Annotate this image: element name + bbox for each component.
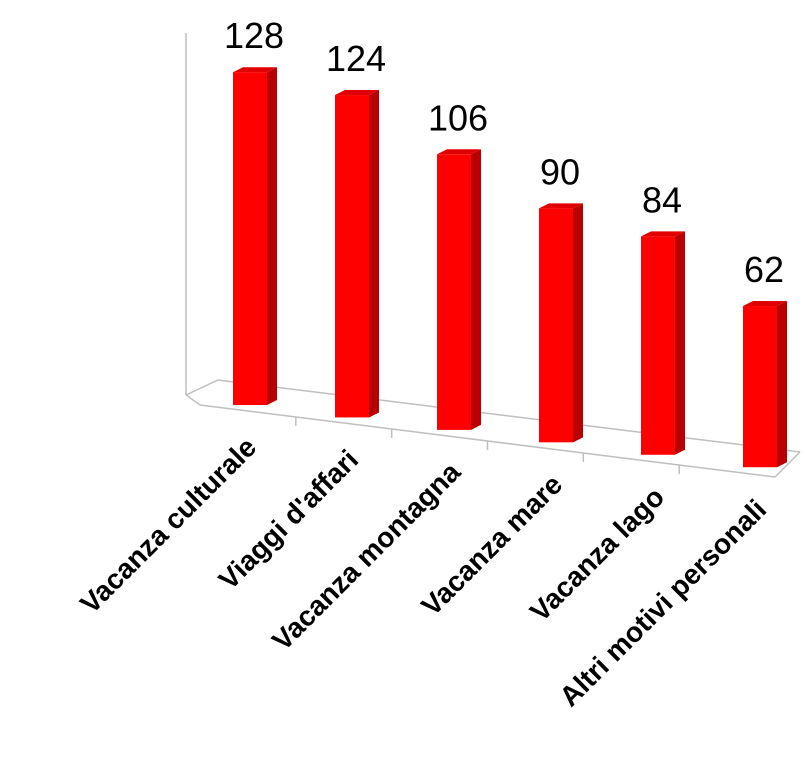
category-label: Vacanza montagna: [266, 456, 466, 656]
bar-value-label: 84: [642, 179, 682, 220]
bar: [641, 236, 675, 455]
bar: [437, 154, 471, 430]
bar-top: [437, 149, 481, 155]
bar: [539, 208, 573, 443]
bar-side: [777, 301, 787, 468]
bar-top: [233, 67, 277, 73]
bar-top: [335, 90, 379, 96]
bar-top: [641, 231, 685, 237]
data-labels: 128 124 106 90 84 62: [224, 15, 784, 290]
bar-value-label: 62: [744, 249, 784, 290]
chart-bars: [233, 67, 787, 468]
floor-side-line: [185, 379, 219, 396]
bar: [233, 72, 267, 405]
bar: [335, 95, 369, 418]
bar: [743, 306, 777, 468]
bar-top: [539, 203, 583, 209]
bar-side: [573, 203, 583, 443]
bar-value-label: 106: [428, 97, 488, 138]
bar-value-label: 124: [326, 38, 386, 79]
bar-side: [267, 67, 277, 405]
category-label: Altri motivi personali: [553, 494, 772, 713]
bar-side: [471, 149, 481, 430]
chart-axes: [185, 33, 801, 478]
floor-back-line: [217, 379, 801, 453]
bar-value-label: 128: [224, 15, 284, 56]
bar-top: [743, 301, 787, 307]
floor-left-edge: [185, 394, 201, 406]
floor-right-edge: [774, 451, 801, 478]
bar-side: [369, 90, 379, 418]
bar-side: [675, 231, 685, 455]
bar-value-label: 90: [540, 151, 580, 192]
